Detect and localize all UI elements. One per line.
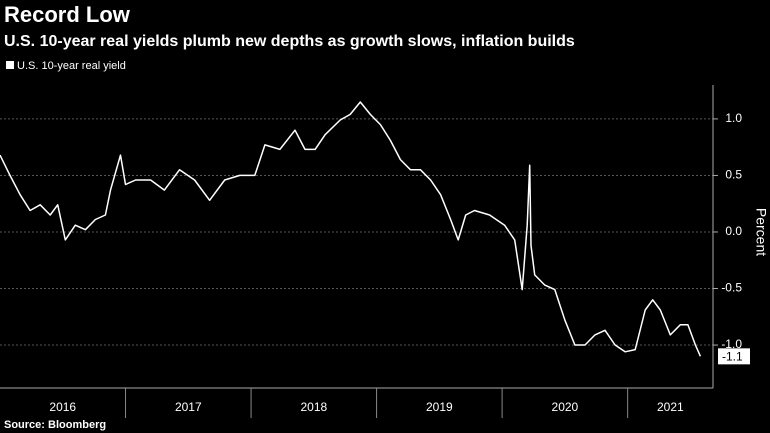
x-tick-label: 2016 xyxy=(49,400,76,414)
y-tick-label: 1.0 xyxy=(725,111,742,125)
source: Source: Bloomberg xyxy=(4,419,106,431)
chart-title: Record Low xyxy=(4,2,131,27)
x-tick-label: 2021 xyxy=(657,400,684,414)
y-axis-label: Percent xyxy=(753,208,769,256)
y-tick-label: 0.5 xyxy=(725,168,742,182)
x-tick-label: 2020 xyxy=(552,400,579,414)
y-tick-label: 0.0 xyxy=(725,224,742,238)
legend-swatch xyxy=(6,61,14,69)
y-tick-label: -1.0 xyxy=(721,337,742,351)
chart-subtitle: U.S. 10-year real yields plumb new depth… xyxy=(4,33,575,50)
last-value-label: -1.1 xyxy=(722,350,743,364)
legend-label: U.S. 10-year real yield xyxy=(17,60,126,72)
x-tick-label: 2018 xyxy=(300,400,327,414)
x-tick-label: 2017 xyxy=(175,400,202,414)
line xyxy=(0,101,702,357)
last-value-box xyxy=(718,348,750,365)
x-tick-label: 2019 xyxy=(426,400,453,414)
y-tick-label: -0.5 xyxy=(721,281,742,295)
